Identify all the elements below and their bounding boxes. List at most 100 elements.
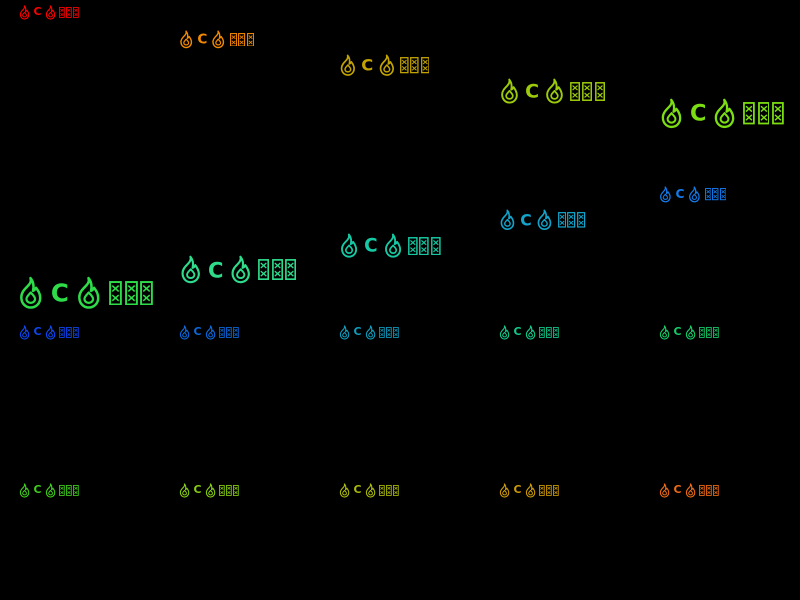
fire-icon [45, 325, 56, 340]
flame-unit-10: C [16, 276, 153, 310]
fire-icon [499, 325, 510, 340]
tofu-box-icon [73, 327, 79, 339]
tofu-box-icon [720, 188, 727, 201]
missing-glyph-value [379, 485, 399, 497]
tofu-box-icon [229, 32, 237, 47]
fire-icon [499, 483, 510, 498]
fire-icon [45, 5, 56, 20]
celsius-letter: C [33, 325, 42, 339]
flame-unit-12: C [178, 325, 239, 340]
fire-icon [365, 483, 376, 498]
tofu-box-icon [140, 280, 153, 306]
celsius-letter: C [673, 483, 682, 497]
flame-unit-2: C [178, 30, 255, 49]
flame-unit-14: C [498, 325, 559, 340]
fire-icon [715, 98, 735, 129]
tofu-box-icon [771, 102, 784, 125]
tofu-box-icon [233, 327, 239, 339]
flame-unit-18: C [338, 483, 399, 498]
celsius-letter: C [33, 483, 42, 497]
flame-unit-7: C [498, 209, 586, 231]
fire-icon [205, 325, 216, 340]
flame-unit-3: C [338, 54, 430, 77]
missing-glyph-value [379, 327, 399, 339]
tofu-box-icon [410, 57, 419, 74]
tofu-box-icon [699, 327, 706, 339]
fire-icon [181, 255, 200, 284]
missing-glyph-value [557, 212, 586, 228]
tofu-box-icon [570, 81, 581, 101]
tofu-box-icon [386, 485, 392, 497]
missing-glyph-value [400, 57, 430, 74]
missing-glyph-value [229, 32, 255, 47]
fire-icon [500, 209, 515, 230]
tofu-box-icon [59, 485, 66, 497]
tofu-box-icon [393, 327, 399, 339]
tofu-box-icon [400, 57, 409, 74]
tofu-box-icon [546, 327, 552, 339]
tofu-box-icon [567, 212, 576, 228]
tofu-box-icon [553, 327, 559, 339]
fire-icon [78, 276, 100, 309]
fire-icon [689, 186, 700, 203]
flame-unit-19: C [498, 483, 559, 498]
celsius-letter: C [364, 235, 378, 257]
missing-glyph-value [109, 280, 153, 306]
tofu-box-icon [271, 259, 283, 281]
flame-unit-13: C [338, 325, 399, 340]
tofu-box-icon [712, 188, 719, 201]
missing-glyph-value [539, 485, 559, 497]
tofu-box-icon [219, 327, 226, 339]
fire-icon [659, 483, 670, 498]
tofu-box-icon [66, 485, 72, 497]
flame-unit-17: C [178, 483, 239, 498]
tofu-box-icon [539, 485, 546, 497]
tofu-box-icon [386, 327, 392, 339]
tofu-box-icon [59, 7, 66, 19]
fire-icon [45, 483, 56, 498]
fire-icon [179, 325, 190, 340]
celsius-letter: C [197, 30, 208, 47]
celsius-letter: C [513, 483, 522, 497]
fire-icon [339, 325, 350, 340]
celsius-letter: C [353, 483, 362, 497]
tofu-box-icon [577, 212, 586, 228]
missing-glyph-value [704, 188, 727, 201]
tofu-box-icon [553, 485, 559, 497]
tofu-box-icon [431, 236, 441, 255]
tofu-box-icon [109, 280, 123, 306]
flame-unit-5: C [658, 98, 784, 129]
celsius-letter: C [673, 325, 682, 339]
fire-icon [525, 325, 536, 340]
tofu-box-icon [66, 327, 72, 339]
tofu-box-icon [594, 81, 605, 101]
missing-glyph-value [59, 7, 79, 19]
tofu-box-icon [73, 485, 79, 497]
tofu-box-icon [66, 7, 72, 19]
missing-glyph-value [219, 327, 239, 339]
celsius-letter: C [675, 187, 685, 202]
tofu-box-icon [246, 32, 255, 47]
missing-glyph-value [699, 327, 719, 339]
fire-icon [212, 30, 225, 49]
tofu-box-icon [557, 212, 566, 228]
celsius-letter: C [208, 257, 224, 283]
fire-icon [365, 325, 376, 340]
tofu-box-icon [233, 485, 239, 497]
fire-icon [19, 325, 30, 340]
tofu-box-icon [124, 280, 138, 306]
flame-unit-8: C [338, 233, 441, 259]
fire-icon [179, 483, 190, 498]
missing-glyph-value [219, 485, 239, 497]
tofu-box-icon [238, 32, 246, 47]
fire-icon [685, 325, 696, 340]
celsius-letter: C [193, 483, 202, 497]
missing-glyph-value [743, 102, 784, 125]
tofu-box-icon [407, 236, 418, 255]
fire-icon [205, 483, 216, 498]
fire-icon [180, 30, 193, 49]
fire-icon [659, 325, 670, 340]
tofu-box-icon [546, 485, 552, 497]
celsius-letter: C [50, 278, 69, 308]
